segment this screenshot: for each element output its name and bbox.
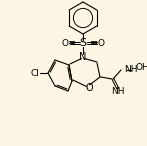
Text: NH: NH [124,65,137,73]
Text: N: N [79,52,87,61]
Text: S: S [79,38,87,48]
Text: =: = [90,38,98,48]
Text: =: = [68,38,76,48]
Text: NH: NH [111,86,125,95]
Text: O: O [61,39,68,47]
Text: O: O [85,83,93,93]
Text: O: O [98,39,105,47]
Text: OH: OH [136,62,147,72]
Text: Cl: Cl [31,68,39,78]
